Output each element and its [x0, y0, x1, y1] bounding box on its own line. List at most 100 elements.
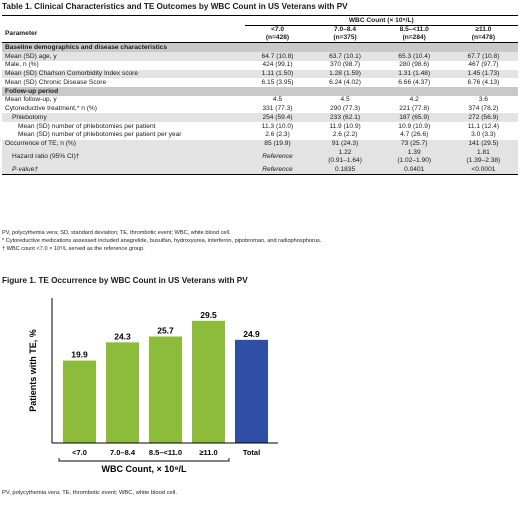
row-label: Cytoreductive treatment,* n (%)	[5, 105, 97, 113]
cell: 0.0401	[379, 165, 449, 175]
cell: 254 (59.4)	[244, 113, 311, 123]
row-label: Mean follow-up, y	[5, 96, 57, 104]
cell: 10.9 (10.9)	[398, 122, 431, 130]
cell: 1.22 (0.91–1.64)	[310, 148, 380, 166]
cell: 1.28 (1.59)	[310, 69, 380, 79]
table-row: Hazard ratio (95% CI)† Reference 1.22 (0.…	[2, 148, 518, 166]
cell: 1.45 (1.73)	[448, 69, 518, 79]
bar-value-label: 29.5	[200, 310, 217, 320]
bar-value-label: 24.9	[243, 329, 260, 339]
cell: 233 (62.1)	[310, 113, 380, 123]
row-label: P-value†	[2, 165, 245, 175]
table-row: Phlebotomy 254 (59.4) 233 (62.1) 187 (65…	[2, 113, 518, 123]
row-label: Mean (SD) Chronic Disease Score	[5, 78, 107, 86]
column-header: <7.0 (n=428)	[244, 25, 311, 44]
cell: 65.3 (10.4)	[379, 52, 449, 61]
table-footnote: * Cytoreductive medications assessed inc…	[2, 238, 322, 244]
cell: 187 (65.9)	[379, 113, 449, 123]
characteristics-table: WBC Count (× 10⁹/L) Parameter <7.0 (n=428…	[2, 15, 518, 175]
column-header: ≥11.0 (n=478)	[448, 25, 518, 44]
bar-chart: 19.9 <7.0 24.3 7.0–8.4 25.7 8.5–<11.0 29.5 ≥11.…	[28, 298, 278, 474]
cell: 1.81 (1.39–2.38)	[448, 148, 518, 166]
table-row: Mean (SD) number of phlebotomies per pat…	[2, 131, 518, 140]
wbc-group-header: WBC Count (× 10⁹/L)	[244, 15, 518, 26]
cell: 3.6	[478, 96, 488, 104]
table-row: Mean (SD) age, y 64.7 (10.8) 63.7 (10.1)…	[2, 52, 518, 61]
cell: 6.15 (3.95)	[261, 78, 294, 86]
bars-group: 19.9 <7.0 24.3 7.0–8.4 25.7 8.5–<11.0 29.5 ≥11.…	[63, 310, 268, 457]
cell: 272 (56.9)	[448, 113, 518, 123]
section-followup: Follow-up period	[2, 87, 518, 96]
cell: Reference	[244, 148, 311, 166]
cell: 4.2	[409, 96, 419, 104]
x-tick-label: 7.0–8.4	[110, 448, 136, 457]
cell: 221 (77.8)	[399, 105, 430, 113]
row-label: Mean (SD) age, y	[2, 52, 245, 61]
cell: 4.5	[272, 96, 283, 104]
y-axis-label: Patients with TE, %	[28, 329, 38, 412]
cell: 331 (77.3)	[262, 105, 293, 113]
cell: 290 (77.3)	[330, 105, 361, 113]
cell: 1.31 (1.48)	[379, 69, 449, 79]
row-label: Mean (SD) number of phlebotomies per pat…	[18, 122, 156, 130]
cell: <0.0001	[448, 165, 518, 175]
cell: 6.24 (4.02)	[329, 78, 361, 86]
section-baseline: Baseline demographics and disease charac…	[2, 42, 518, 53]
cell: 467 (97.7)	[468, 61, 499, 69]
bar	[192, 320, 225, 443]
bar	[63, 360, 96, 443]
bar-value-label: 24.3	[114, 331, 131, 341]
cell: 424 (99.1)	[262, 61, 293, 69]
x-tick-label: 8.5–<11.0	[149, 448, 182, 457]
cell: 64.7 (10.8)	[244, 52, 311, 61]
cell: 85 (19.9)	[244, 139, 311, 149]
figure-title: Figure 1. TE Occurrence by WBC Count in …	[2, 276, 248, 285]
table-row: Male, n (%) 424 (99.1) 370 (98.7) 280 (9…	[2, 61, 518, 70]
cell: 370 (98.7)	[330, 61, 361, 69]
column-header: 8.5–<11.0 (n=284)	[379, 25, 449, 44]
table-row: P-value† Reference 0.1835 0.0401 <0.0001	[2, 165, 518, 175]
row-label: Male, n (%)	[5, 61, 39, 69]
cell: 73 (25.7)	[379, 139, 449, 149]
cell: 6.76 (4.13)	[467, 78, 500, 86]
cell: 6.66 (4.37)	[398, 78, 431, 86]
cell: 4.5	[340, 96, 350, 104]
table-row: Occurrence of TE, n (%) 85 (19.9) 91 (24…	[2, 139, 518, 149]
cell: 280 (98.6)	[399, 61, 430, 69]
cell: 141 (29.5)	[448, 139, 518, 149]
column-header: 7.0–8.4 (n=375)	[310, 25, 380, 44]
cell: 0.1835	[310, 165, 380, 175]
figure-footnote: PV, polycythemia vera; TE, thrombotic ev…	[2, 490, 177, 496]
cell: 63.7 (10.1)	[310, 52, 380, 61]
cell: Reference	[244, 165, 311, 175]
bar	[106, 342, 139, 443]
cell: 3.0 (3.3)	[471, 131, 496, 139]
row-label: Hazard ratio (95% CI)†	[2, 148, 245, 166]
x-tick-label: ≥11.0	[199, 448, 217, 457]
row-label: Mean (SD) Charlson Comorbidity Index sco…	[2, 69, 245, 79]
row-label: Phlebotomy	[2, 113, 245, 123]
x-axis-label: WBC Count, × 10⁹/L	[101, 464, 187, 474]
cell: 2.6 (2.3)	[265, 131, 290, 139]
cell: 4.7 (26.6)	[400, 131, 429, 139]
parameter-header: Parameter	[2, 25, 245, 44]
table-row: Mean follow-up, y 4.5 4.5 4.2 3.6	[2, 96, 518, 105]
cell: 11.3 (10.0)	[261, 122, 294, 130]
table-title: Table 1. Clinical Characteristics and TE…	[2, 2, 348, 11]
table-footnote: PV, polycythemia vera; SD, standard devi…	[2, 230, 231, 236]
bracket-line	[58, 458, 230, 462]
table-footnote: † WBC count <7.0 × 10⁹/L served as the r…	[2, 246, 145, 252]
cell: 11.1 (12.4)	[467, 122, 500, 130]
cell: 67.7 (10.8)	[448, 52, 518, 61]
cell: 1.11 (1.50)	[244, 69, 311, 79]
bar	[149, 336, 182, 443]
table-row: Mean (SD) number of phlebotomies per pat…	[2, 122, 518, 131]
cell: 1.39 (1.02–1.90)	[379, 148, 449, 166]
cell: 2.6 (2.2)	[332, 131, 358, 139]
table-row: Cytoreductive treatment,* n (%) 331 (77.…	[2, 105, 518, 114]
x-bracket	[58, 458, 230, 462]
cell: 374 (78.2)	[468, 105, 499, 113]
x-tick-label: Total	[243, 448, 260, 457]
x-tick-label: <7.0	[72, 448, 87, 457]
cell: 91 (24.3)	[310, 139, 380, 149]
